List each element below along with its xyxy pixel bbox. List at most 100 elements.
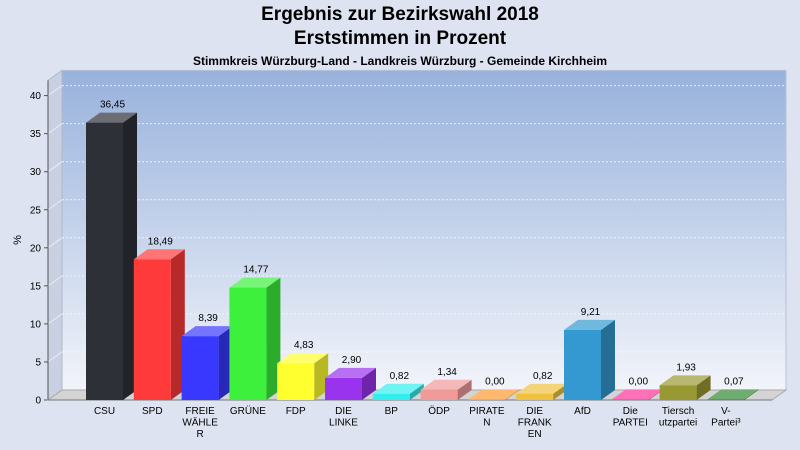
- data-label: 18,49: [148, 236, 173, 247]
- bar-side: [170, 249, 185, 400]
- y-axis-label: %: [12, 235, 24, 245]
- bar-front: [181, 336, 219, 400]
- data-label: 4,83: [294, 340, 314, 351]
- bar-10: [516, 383, 568, 400]
- data-label: 8,39: [198, 313, 218, 324]
- bar-top: [181, 326, 233, 337]
- bar-7: [372, 383, 424, 400]
- data-label: 0,82: [533, 371, 553, 382]
- bar-side: [314, 353, 329, 400]
- data-label: 0,82: [390, 371, 410, 382]
- bar-front: [277, 363, 315, 400]
- bar-front: [372, 393, 410, 400]
- bar-side: [218, 326, 233, 400]
- x-tick-label: DIE: [335, 406, 352, 417]
- bar-top: [516, 383, 568, 394]
- x-tick-label: WÄHLE: [182, 417, 218, 429]
- x-tick-label: utzpartei: [659, 418, 697, 429]
- chart-subtitle: Erststimmen in Prozent: [293, 28, 507, 49]
- bar-front: [468, 399, 506, 400]
- gridline-left: [47, 275, 63, 287]
- x-tick-label: Tiersch: [662, 406, 694, 417]
- x-tick-label: ÖDP: [428, 405, 450, 417]
- bar-4: [229, 277, 281, 400]
- bar-front: [420, 389, 458, 400]
- bar-8: [420, 379, 472, 400]
- data-label: 0,00: [485, 376, 505, 387]
- gridline-left: [47, 313, 63, 325]
- bar-side: [505, 389, 520, 400]
- gridline-left: [47, 237, 63, 249]
- data-label: 1,93: [676, 362, 696, 373]
- x-tick-label: FREIE: [185, 406, 215, 417]
- y-tick-label: 25: [30, 205, 42, 216]
- gridline-left: [47, 123, 63, 135]
- bar-top: [229, 277, 281, 288]
- x-tick-label: Partei³: [711, 418, 741, 429]
- bar-top: [420, 379, 472, 390]
- bar-top: [86, 112, 137, 123]
- x-tick-label: R: [196, 429, 203, 440]
- y-tick-label: 40: [30, 91, 42, 102]
- bar-top: [707, 389, 759, 400]
- x-tick-label: N: [483, 418, 490, 429]
- gridline-left: [47, 199, 63, 211]
- bar-side: [457, 379, 472, 400]
- x-tick-label: DIE: [526, 406, 543, 417]
- data-label: 14,77: [243, 265, 268, 276]
- x-tick-label: LINKE: [329, 418, 358, 429]
- y-tick-label: 15: [30, 281, 42, 292]
- bar-top: [133, 249, 185, 260]
- bar-side: [123, 112, 137, 400]
- bar-top: [564, 319, 615, 330]
- x-tick-label: PARTEI: [613, 418, 648, 429]
- bar-top: [372, 383, 424, 394]
- data-label: 2,90: [342, 355, 362, 366]
- y-tick-label: 5: [35, 357, 41, 368]
- bar-top: [611, 389, 663, 400]
- chart-title: Ergebnis zur Bezirkswahl 2018: [261, 4, 539, 25]
- bar-front: [86, 122, 123, 400]
- gridline-left: [47, 351, 63, 363]
- data-label: 36,45: [100, 100, 125, 111]
- bar-side: [362, 367, 376, 400]
- x-tick-label: GRÜNE: [230, 405, 266, 417]
- bar-side: [744, 389, 759, 400]
- gridline-left: [47, 85, 63, 97]
- x-tick-label: AfD: [574, 406, 591, 417]
- bar-top: [277, 353, 329, 364]
- bar-14: [707, 389, 759, 400]
- bar-front: [325, 377, 362, 400]
- data-label: 1,34: [437, 367, 457, 378]
- bar-11: [564, 319, 615, 400]
- bar-front: [229, 287, 267, 400]
- bar-front: [516, 393, 554, 400]
- bar-front: [133, 259, 171, 400]
- bar-front: [611, 399, 649, 400]
- data-label: 0,00: [629, 376, 649, 387]
- data-label: 0,07: [724, 376, 744, 387]
- plot-left-wall: [47, 69, 63, 401]
- x-tick-label: FRANK: [518, 418, 552, 429]
- bar-6: [325, 367, 376, 400]
- bar-top: [325, 367, 376, 378]
- bar-top: [659, 375, 711, 386]
- bar-front: [707, 399, 745, 400]
- x-tick-label: Die: [623, 406, 638, 417]
- y-tick-label: 20: [30, 243, 42, 254]
- bar-9: [468, 389, 520, 400]
- chart-subsubtitle: Stimmkreis Würzburg-Land - Landkreis Wür…: [192, 54, 608, 68]
- bar-side: [409, 383, 424, 400]
- y-tick-label: 35: [30, 129, 42, 140]
- bar-side: [648, 389, 663, 400]
- y-tick-label: 10: [30, 319, 42, 330]
- y-tick-label: 30: [30, 167, 42, 178]
- bar-5: [277, 353, 329, 400]
- bar-top: [468, 389, 520, 400]
- bar-side: [601, 319, 615, 400]
- x-tick-label: PIRATE: [469, 406, 505, 417]
- y-tick-label: 0: [35, 396, 41, 407]
- bar-side: [553, 383, 568, 400]
- bar-side: [266, 277, 281, 400]
